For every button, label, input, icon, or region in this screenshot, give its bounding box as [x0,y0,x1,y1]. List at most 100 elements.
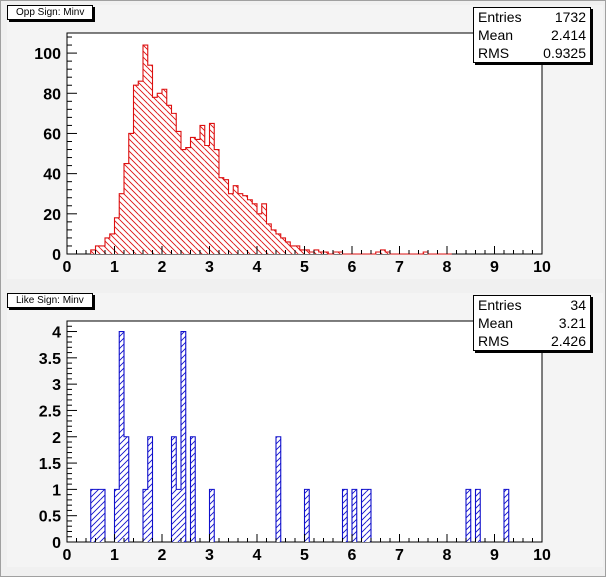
x-tick-label: 4 [253,547,262,564]
histogram-bin [209,123,215,254]
histogram-title: Opp Sign: Minv [7,5,94,20]
histogram-pad-opp-sign: 0 1 2 3 4 5 6 7 8 9 10 0 20 40 60 80 100 Opp Sign: Minv … [7,5,603,279]
x-tick-label: 0 [63,547,72,564]
histogram-bin [366,489,371,542]
stats-entries-value: 1732 [554,9,586,25]
histogram-bin [242,195,248,254]
histogram-bin [95,489,101,542]
x-tick-label: 1 [110,547,119,564]
stats-rms-label: RMS [478,333,510,349]
histogram-bin [304,249,310,254]
histogram-bin [152,97,158,254]
histogram-bin [90,489,96,542]
histogram-bin [309,251,314,254]
histogram-bin [266,223,272,254]
histogram-bin [124,436,129,542]
y-tick-label: 3.5 [39,351,61,368]
y-tick-label: 80 [43,86,61,103]
x-tick-label: 10 [533,259,551,276]
histogram-bin [295,245,300,254]
histogram-bin [157,93,162,254]
histogram-outline [90,330,510,542]
histogram-bin [114,217,120,254]
x-tick-label: 5 [300,547,309,564]
histogram-bin [280,237,286,254]
histogram-bin [219,177,224,254]
histogram-bin [299,249,305,254]
x-tick-label: 9 [490,259,499,276]
x-tick-label: 7 [395,259,404,276]
histogram-bin [128,133,134,254]
stats-mean: Mean 2.414 [474,26,590,44]
stats-rms-value: 2.426 [550,333,586,349]
histogram-bin [204,145,210,254]
histogram-bin [352,489,357,542]
y-tick-label: 2 [52,430,61,447]
y-tick-label: 60 [43,126,61,143]
histogram-title: Like Sign: Minv [7,293,93,308]
x-tick-label: 7 [395,547,404,564]
stats-entries-label: Entries [478,9,522,25]
histogram-bin [276,436,281,542]
histogram-bin [380,249,386,254]
stats-entries-label: Entries [478,297,522,313]
histogram-bin [195,139,200,254]
histogram-bin [333,251,338,254]
x-tick-label: 6 [348,259,357,276]
y-tick-label: 20 [43,207,61,224]
histogram-bin [181,149,186,254]
histogram-bin [337,251,343,254]
histogram-bin [475,489,481,542]
stats-entries-value: 34 [570,297,586,313]
x-tick-label: 6 [348,547,357,564]
stats-box: Entries 34 Mean 3.21 RMS 2.426 [473,295,591,351]
histogram-bin [171,436,177,542]
histogram-bin [185,147,191,254]
y-tick-label: 1 [52,482,61,499]
x-tick-label: 10 [533,547,551,564]
histogram-bin [200,125,205,254]
histogram-bin [114,489,120,542]
histogram-bin [423,251,428,254]
y-tick-label: 3 [52,377,61,394]
histogram-bin [214,149,219,254]
histogram-bin [190,436,196,542]
histogram-bin [147,65,153,255]
histogram-bin [90,249,96,254]
stats-rms: RMS 0.9325 [474,44,590,62]
histogram-bin [323,251,329,254]
x-tick-label: 2 [158,547,167,564]
stats-entries: Entries 34 [474,296,590,314]
histogram-bin [143,489,148,542]
stats-rms-value: 0.9325 [543,45,586,61]
histogram-bin [276,233,281,254]
x-tick-label: 2 [158,259,167,276]
histogram-bin [119,331,124,542]
histogram-bin [228,193,234,254]
histogram-bin [138,81,143,254]
x-tick-label: 8 [443,547,452,564]
histogram-bin [147,436,153,542]
histogram-bin [285,241,291,254]
histogram-bin [385,251,390,254]
y-tick-label: 2.5 [39,403,61,420]
stats-mean-label: Mean [478,315,514,331]
histogram-bin [314,249,319,254]
x-tick-label: 1 [110,259,119,276]
histogram-bin [190,137,196,254]
histogram-bin [375,251,381,254]
histogram-svg-like-sign: 0 1 2 3 4 5 6 7 8 9 10 0 0.5 1 1.5 2 2.5 3 3.5 4 [39,320,551,564]
x-tick-label: 0 [63,259,72,276]
histogram-bin [119,193,124,254]
y-tick-label: 100 [34,46,61,63]
histogram-outline [90,44,452,255]
histogram-bin [290,245,295,254]
histogram-bin [233,185,238,254]
histogram-bin [271,229,276,254]
x-tick-label: 4 [253,259,262,276]
histogram-bin [247,199,253,254]
histogram-bin [342,489,348,542]
y-tick-label: 0 [52,535,61,552]
